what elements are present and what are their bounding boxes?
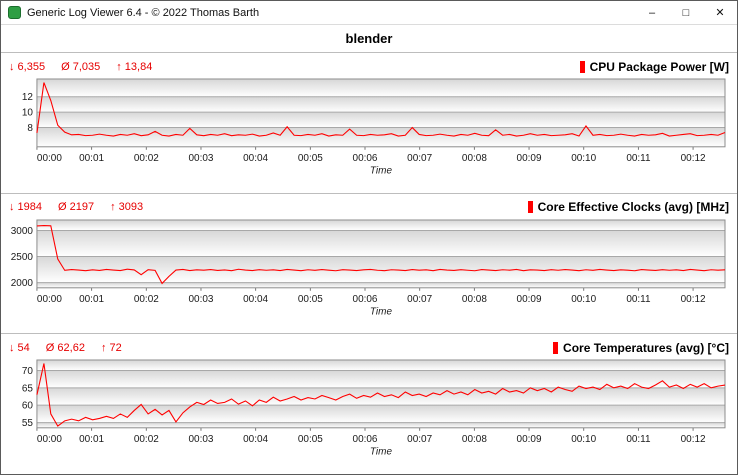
svg-text:00:04: 00:04 [243,153,268,164]
svg-text:00:00: 00:00 [37,434,62,445]
svg-text:00:12: 00:12 [681,153,706,164]
svg-text:00:04: 00:04 [243,434,268,445]
chart-panel-core-temperatures: ↓ 54 Ø 62,62 ↑ 72 Core Temperatures (avg… [1,333,737,474]
svg-text:00:05: 00:05 [298,434,323,445]
svg-text:00:03: 00:03 [188,293,213,304]
svg-text:00:06: 00:06 [353,293,378,304]
stat-min: ↓ 6,355 [9,60,46,73]
svg-text:00:10: 00:10 [571,434,596,445]
chart-core-temperatures[interactable]: 55 60 65 70 00:00 00:01 00:02 00:03 00:04 00:05 00… [9,358,729,458]
chart-panel-core-effective-clocks: ↓ 1984 Ø 2197 ↑ 3093 Core Effective Cloc… [1,192,737,334]
svg-text:00:07: 00:07 [407,153,432,164]
svg-text:00:00: 00:00 [37,293,62,304]
svg-text:2000: 2000 [11,278,34,289]
svg-text:3000: 3000 [11,226,34,237]
svg-text:00:07: 00:07 [407,434,432,445]
svg-text:00:10: 00:10 [571,293,596,304]
chart-panel-cpu-package-power: ↓ 6,355 Ø 7,035 ↑ 13,84 CPU Package Powe… [1,53,737,193]
svg-text:00:09: 00:09 [517,153,542,164]
svg-text:00:07: 00:07 [407,293,432,304]
svg-text:00:11: 00:11 [626,293,651,304]
stat-max: ↑ 3093 [110,201,144,214]
page-title: blender [345,31,393,46]
app-icon [8,6,21,19]
svg-text:00:09: 00:09 [517,434,542,445]
legend-color-chip [553,341,559,354]
svg-text:00:11: 00:11 [626,434,651,445]
svg-text:00:01: 00:01 [79,434,104,445]
stat-avg: Ø 2197 [58,201,95,214]
legend: CPU Package Power [W] [579,59,729,74]
svg-text:00:12: 00:12 [681,434,706,445]
legend-label: Core Effective Clocks (avg) [MHz] [537,200,729,215]
svg-text:12: 12 [22,92,34,103]
close-button[interactable]: ✕ [703,1,737,24]
svg-text:Time: Time [370,166,393,177]
svg-text:00:06: 00:06 [353,153,378,164]
svg-text:00:00: 00:00 [37,153,62,164]
svg-text:Time: Time [370,447,393,458]
legend-label: CPU Package Power [W] [589,59,729,74]
svg-text:00:12: 00:12 [681,293,706,304]
svg-text:00:02: 00:02 [134,153,159,164]
chart-cpu-package-power[interactable]: 8 10 12 00:00 00:01 00:02 00:03 00:04 00:05 00:06… [9,77,729,177]
svg-text:10: 10 [22,108,34,119]
window-controls: – □ ✕ [635,1,737,24]
svg-text:00:08: 00:08 [462,293,487,304]
svg-text:00:04: 00:04 [243,293,268,304]
stat-min: ↓ 1984 [9,201,43,214]
svg-text:55: 55 [22,418,34,429]
svg-text:Time: Time [370,306,393,317]
legend: Core Temperatures (avg) [°C] [553,341,729,355]
stats-row: ↓ 54 Ø 62,62 ↑ 72 [9,342,122,354]
chart-core-effective-clocks[interactable]: 2000 2500 3000 00:00 00:01 00:02 00:03 00:04 00:… [9,218,729,317]
stat-min: ↓ 54 [9,341,30,354]
svg-text:00:08: 00:08 [462,434,487,445]
stats-row: ↓ 1984 Ø 2197 ↑ 3093 [9,201,143,213]
stat-avg: Ø 7,035 [61,60,101,73]
svg-text:00:02: 00:02 [134,293,159,304]
svg-text:00:09: 00:09 [517,293,542,304]
svg-text:00:10: 00:10 [571,153,596,164]
svg-text:00:05: 00:05 [298,153,323,164]
svg-text:00:01: 00:01 [79,153,104,164]
legend-color-chip [579,60,585,73]
stat-max: ↑ 13,84 [116,60,153,73]
svg-text:00:05: 00:05 [298,293,323,304]
svg-text:70: 70 [22,366,34,377]
legend: Core Effective Clocks (avg) [MHz] [527,200,729,215]
svg-text:00:06: 00:06 [353,434,378,445]
window-title: Generic Log Viewer 6.4 - © 2022 Thomas B… [27,6,260,19]
legend-label: Core Temperatures (avg) [°C] [563,340,729,355]
svg-text:2500: 2500 [11,252,34,263]
svg-text:8: 8 [27,123,33,134]
svg-text:00:03: 00:03 [188,434,213,445]
svg-text:60: 60 [22,401,34,412]
svg-text:00:03: 00:03 [188,153,213,164]
legend-color-chip [527,201,533,214]
svg-text:00:02: 00:02 [134,434,159,445]
maximize-button[interactable]: □ [669,1,703,24]
minimize-button[interactable]: – [635,1,669,24]
svg-text:00:01: 00:01 [79,293,104,304]
titlebar[interactable]: Generic Log Viewer 6.4 - © 2022 Thomas B… [1,1,737,25]
svg-text:00:08: 00:08 [462,153,487,164]
stat-avg: Ø 62,62 [45,341,85,354]
stat-max: ↑ 72 [100,341,122,354]
svg-text:00:11: 00:11 [626,153,651,164]
log-title-bar: blender [1,25,737,53]
stats-row: ↓ 6,355 Ø 7,035 ↑ 13,84 [9,61,152,73]
svg-text:65: 65 [22,384,34,395]
